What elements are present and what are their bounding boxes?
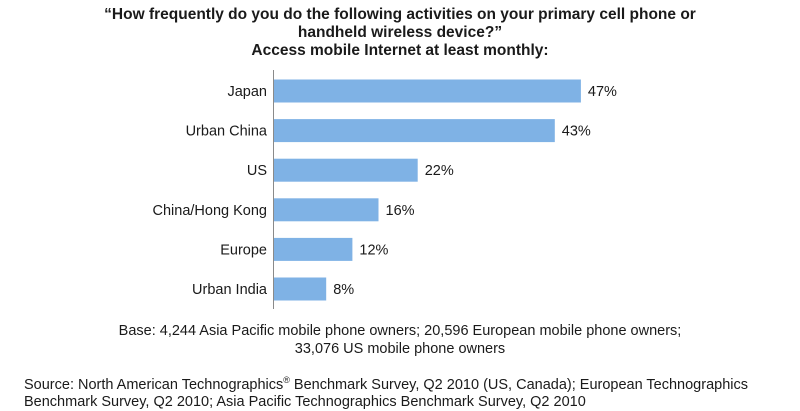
bar-china-hong-kong: [274, 198, 379, 222]
base-note: Base: 4,244 Asia Pacific mobile phone ow…: [0, 322, 800, 358]
source-note: Source: North American Technographics® B…: [24, 372, 794, 411]
bar-europe: [274, 237, 353, 261]
bar-japan: [274, 79, 581, 103]
chart-title: “How frequently do you do the following …: [0, 6, 800, 60]
source-line-2: Benchmark Survey, Q2 2010; Asia Pacific …: [24, 393, 586, 410]
labels-group: Japan 47% Urban China 43% US 22% China/Hong Ko…: [153, 84, 618, 298]
category-label: US: [247, 163, 267, 179]
bar-us: [274, 158, 418, 182]
category-label: Urban India: [192, 282, 268, 298]
registered-mark: ®: [283, 375, 290, 385]
bar-chart: Japan 47% Urban China 43% US 22% China/Hong Ko…: [153, 70, 618, 309]
value-label: 47%: [588, 84, 617, 100]
title-line-1: “How frequently do you do the following …: [104, 6, 696, 23]
bar-urban-india: [274, 277, 327, 301]
title-line-3: Access mobile Internet at least monthly:: [251, 42, 549, 59]
value-label: 22%: [425, 163, 454, 179]
value-label: 12%: [359, 242, 388, 258]
category-label: Japan: [227, 84, 267, 100]
source-line-1-b: Benchmark Survey, Q2 2010 (US, Canada); …: [289, 376, 748, 393]
bars-group: [274, 79, 581, 301]
category-label: Urban China: [186, 124, 268, 140]
category-label: China/Hong Kong: [153, 203, 267, 219]
category-label: Europe: [220, 242, 267, 258]
bar-urban-china: [274, 119, 555, 143]
source-line-1: Source: North American Technographics® B…: [24, 372, 794, 394]
value-label: 16%: [386, 203, 415, 219]
base-line-2: 33,076 US mobile phone owners: [294, 341, 506, 357]
base-line-1: Base: 4,244 Asia Pacific mobile phone ow…: [118, 323, 682, 339]
source-line-1-a: Source: North American Technographics: [24, 376, 284, 393]
value-label: 43%: [562, 124, 591, 140]
title-line-2: handheld wireless device?”: [297, 24, 503, 41]
value-label: 8%: [333, 282, 354, 298]
